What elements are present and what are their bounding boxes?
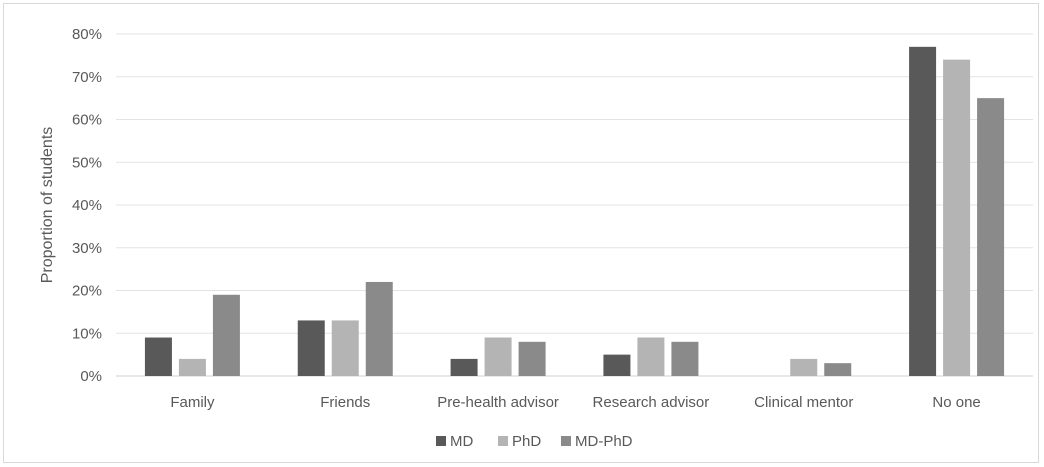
legend: MD PhD MD-PhD xyxy=(436,433,633,450)
bar-md-friends xyxy=(297,320,325,376)
bar-phd-family xyxy=(178,358,206,376)
bar-md-phd-friends xyxy=(365,281,393,376)
y-tick-label: 80% xyxy=(72,26,102,43)
y-axis-title: Proportion of students xyxy=(39,127,56,284)
x-category-label: Clinical mentor xyxy=(754,394,853,411)
gridlines xyxy=(116,33,1033,377)
y-tick-label: 60% xyxy=(72,112,102,129)
y-tick-label: 70% xyxy=(72,69,102,86)
bar-md-phd-family xyxy=(212,294,240,376)
bar-phd-pre-health-advisor xyxy=(484,337,512,376)
x-axis-labels: Family Friends Pre-health advisor Research … xyxy=(170,394,980,411)
bar-md-phd-clinical-mentor xyxy=(824,363,852,376)
bar-md-pre-health-advisor xyxy=(450,358,478,376)
y-tick-label: 0% xyxy=(80,368,102,385)
bar-md-no-one xyxy=(909,46,937,376)
x-category-label: Pre-health advisor xyxy=(437,394,559,411)
bar-chart: 0% 10% 20% 30% 40% 50% 60% 70% 80% Family Friends… xyxy=(39,26,1033,450)
y-tick-label: 40% xyxy=(72,197,102,214)
bar-phd-friends xyxy=(331,320,359,376)
bar-phd-no-one xyxy=(943,59,971,377)
x-category-label: Friends xyxy=(320,394,370,411)
chart-frame: 0% 10% 20% 30% 40% 50% 60% 70% 80% Family Friends… xyxy=(3,3,1039,463)
legend-label-md-phd: MD-PhD xyxy=(575,433,633,450)
legend-label-md: MD xyxy=(450,433,473,450)
bars xyxy=(144,46,1005,377)
legend-swatch-md-phd xyxy=(561,436,571,446)
y-tick-label: 30% xyxy=(72,240,102,257)
y-tick-label: 50% xyxy=(72,154,102,171)
x-category-label: Family xyxy=(170,394,215,411)
x-category-label: Research advisor xyxy=(593,394,710,411)
legend-swatch-md xyxy=(436,436,446,446)
bar-md-family xyxy=(144,337,172,376)
bar-phd-research-advisor xyxy=(637,337,665,376)
bar-md-phd-no-one xyxy=(977,98,1005,376)
x-category-label: No one xyxy=(932,394,980,411)
bar-md-research-advisor xyxy=(603,354,631,376)
bar-phd-clinical-mentor xyxy=(790,358,818,376)
legend-label-phd: PhD xyxy=(512,433,541,450)
y-tick-label: 20% xyxy=(72,283,102,300)
bar-md-phd-pre-health-advisor xyxy=(518,341,546,376)
y-axis-ticks: 0% 10% 20% 30% 40% 50% 60% 70% 80% xyxy=(72,26,102,385)
bar-md-phd-research-advisor xyxy=(671,341,699,376)
y-tick-label: 10% xyxy=(72,325,102,342)
legend-swatch-phd xyxy=(498,436,508,446)
